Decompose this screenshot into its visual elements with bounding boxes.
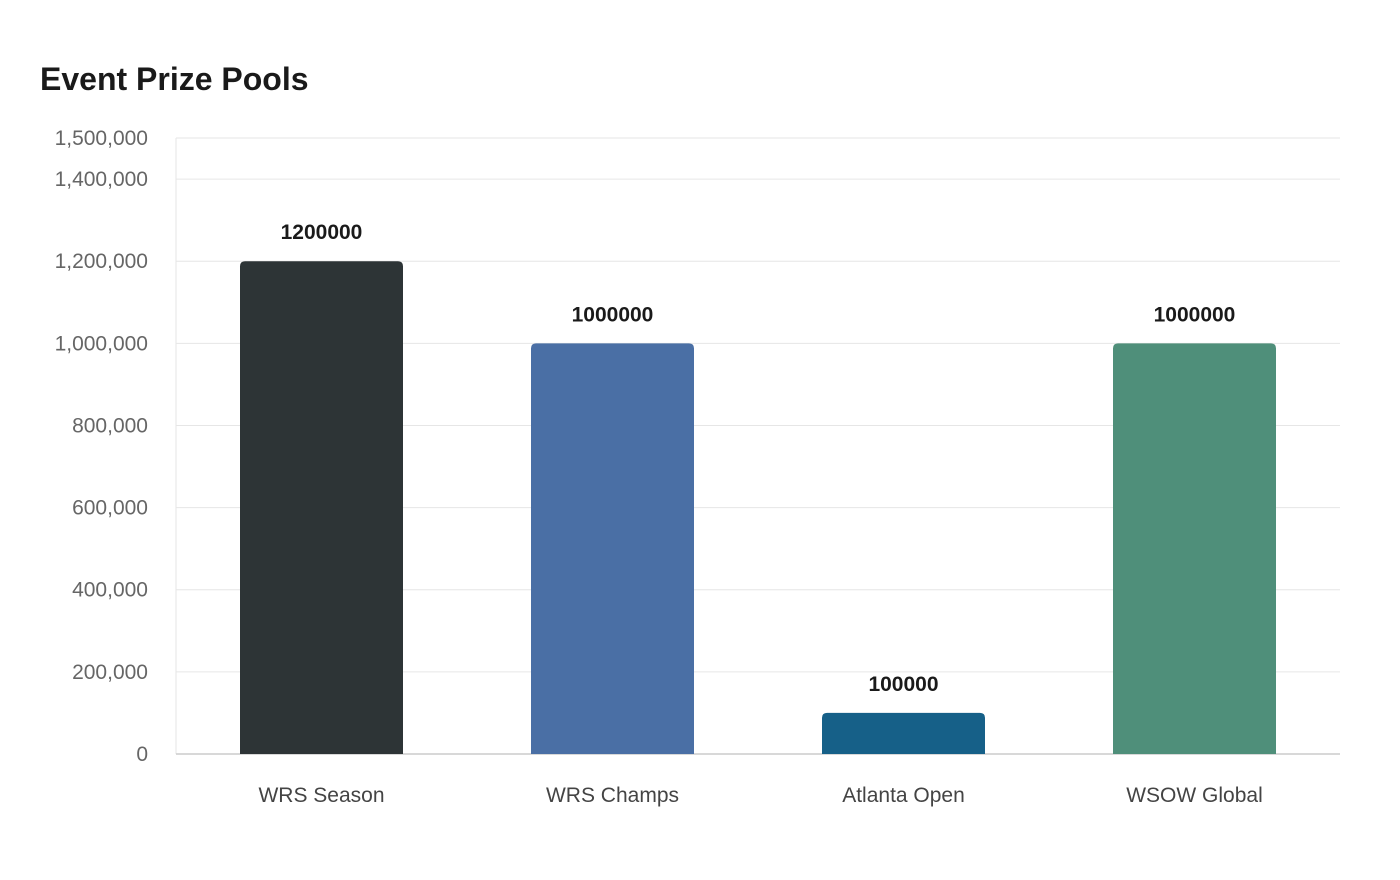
y-tick-label: 800,000 — [72, 414, 148, 437]
x-category-label: WRS Champs — [546, 784, 679, 807]
y-tick-label: 200,000 — [72, 661, 148, 684]
chart-title: Event Prize Pools — [40, 61, 309, 97]
bar-value-label: 1200000 — [281, 221, 363, 244]
bar-value-label: 1000000 — [572, 303, 654, 326]
y-tick-label: 600,000 — [72, 497, 148, 520]
x-category-label: WSOW Global — [1126, 784, 1263, 807]
bar — [822, 712, 985, 754]
y-tick-label: 0 — [136, 743, 148, 766]
y-tick-label: 1,400,000 — [55, 168, 148, 191]
y-axis-tick-labels: 0 200,000 400,000 600,000 800,000 1,000,000 1,… — [55, 127, 148, 766]
bar-value-label: 100000 — [868, 673, 938, 696]
bars — [240, 261, 1276, 754]
y-tick-label: 1,500,000 — [55, 127, 148, 150]
y-tick-label: 1,000,000 — [55, 332, 148, 355]
bar-value-labels: 1200000 1000000 100000 1000000 — [281, 221, 1236, 696]
x-category-label: Atlanta Open — [842, 784, 965, 807]
x-axis-category-labels: WRS Season WRS Champs Atlanta Open WSOW Glo… — [258, 784, 1262, 807]
x-category-label: WRS Season — [258, 784, 384, 807]
bar — [240, 261, 403, 754]
bar — [1113, 343, 1276, 754]
y-tick-label: 1,200,000 — [55, 250, 148, 273]
bar — [531, 343, 694, 754]
bar-value-label: 1000000 — [1154, 303, 1236, 326]
y-tick-label: 400,000 — [72, 579, 148, 602]
